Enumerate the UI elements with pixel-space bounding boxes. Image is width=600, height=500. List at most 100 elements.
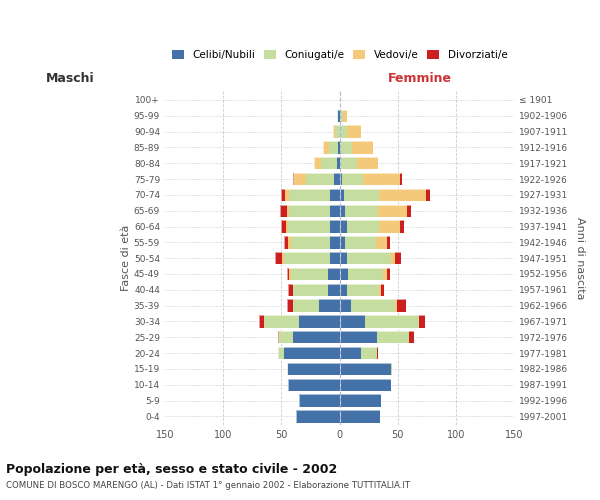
Bar (340, 188, 344, 201)
Bar (293, 173, 340, 185)
Bar (340, 331, 409, 344)
Bar (281, 188, 340, 201)
Bar (340, 300, 406, 312)
Bar (340, 110, 347, 122)
Bar (340, 110, 341, 122)
Bar (340, 268, 347, 280)
Bar (286, 220, 340, 232)
Bar (284, 236, 340, 248)
Bar (340, 331, 414, 344)
Bar (340, 204, 407, 217)
Bar (287, 363, 340, 375)
Bar (259, 316, 340, 328)
Bar (293, 284, 340, 296)
Bar (340, 363, 392, 375)
Bar (340, 394, 382, 407)
Bar (334, 173, 340, 185)
Bar (280, 204, 340, 217)
Bar (287, 268, 340, 280)
Bar (287, 363, 340, 375)
Bar (321, 157, 340, 170)
Bar (340, 394, 382, 407)
Bar (340, 363, 391, 375)
Bar (340, 410, 380, 422)
Bar (330, 204, 340, 217)
Bar (340, 268, 389, 280)
Bar (337, 110, 340, 122)
Bar (340, 220, 400, 232)
Bar (340, 347, 377, 360)
Bar (330, 220, 340, 232)
Text: Popolazione per età, sesso e stato civile - 2002: Popolazione per età, sesso e stato civil… (6, 462, 337, 475)
Bar (340, 141, 341, 154)
Bar (330, 236, 340, 248)
Bar (332, 126, 340, 138)
Bar (340, 316, 365, 328)
Bar (287, 300, 340, 312)
Bar (340, 110, 343, 122)
Bar (284, 252, 340, 264)
Bar (340, 300, 406, 312)
Bar (340, 157, 378, 170)
Bar (340, 300, 395, 312)
Text: Maschi: Maschi (46, 72, 95, 85)
Bar (340, 157, 357, 170)
Bar (332, 126, 340, 138)
Bar (289, 188, 340, 201)
Bar (299, 394, 340, 407)
Bar (340, 204, 346, 217)
Bar (340, 268, 387, 280)
Bar (287, 363, 340, 375)
Bar (299, 316, 340, 328)
Bar (340, 268, 383, 280)
Bar (296, 410, 340, 422)
Legend: Celibi/Nubili, Coniugati/e, Vedovi/e, Divorziati/e: Celibi/Nubili, Coniugati/e, Vedovi/e, Di… (172, 50, 508, 60)
Bar (284, 236, 340, 248)
Bar (340, 126, 361, 138)
Bar (340, 284, 384, 296)
Bar (289, 220, 340, 232)
Bar (306, 173, 340, 185)
Bar (340, 378, 391, 391)
Bar (340, 141, 352, 154)
Text: Femmine: Femmine (388, 72, 452, 85)
Bar (338, 110, 340, 122)
Bar (279, 331, 340, 344)
Bar (340, 331, 414, 344)
Bar (340, 284, 347, 296)
Bar (323, 141, 340, 154)
Bar (289, 204, 340, 217)
Bar (285, 188, 340, 201)
Bar (340, 204, 410, 217)
Bar (340, 347, 378, 360)
Bar (340, 110, 347, 122)
Bar (330, 252, 340, 264)
Bar (337, 110, 340, 122)
Bar (284, 347, 340, 360)
Bar (299, 394, 340, 407)
Bar (340, 220, 347, 232)
Bar (293, 284, 340, 296)
Bar (293, 173, 340, 185)
Bar (340, 236, 387, 248)
Bar (340, 188, 430, 201)
Bar (340, 236, 376, 248)
Bar (287, 204, 340, 217)
Text: COMUNE DI BOSCO MARENGO (AL) - Dati ISTAT 1° gennaio 2002 - Elaborazione TUTTITA: COMUNE DI BOSCO MARENGO (AL) - Dati ISTA… (6, 481, 410, 490)
Bar (293, 300, 340, 312)
Bar (340, 188, 379, 201)
Bar (340, 316, 425, 328)
Bar (338, 141, 340, 154)
Bar (340, 284, 382, 296)
Y-axis label: Anni di nascita: Anni di nascita (575, 217, 585, 300)
Bar (314, 157, 340, 170)
Bar (280, 204, 340, 217)
Bar (340, 284, 384, 296)
Bar (290, 268, 340, 280)
Bar (340, 347, 377, 360)
Bar (340, 126, 347, 138)
Bar (340, 173, 400, 185)
Bar (340, 204, 410, 217)
Bar (340, 316, 419, 328)
Bar (335, 126, 340, 138)
